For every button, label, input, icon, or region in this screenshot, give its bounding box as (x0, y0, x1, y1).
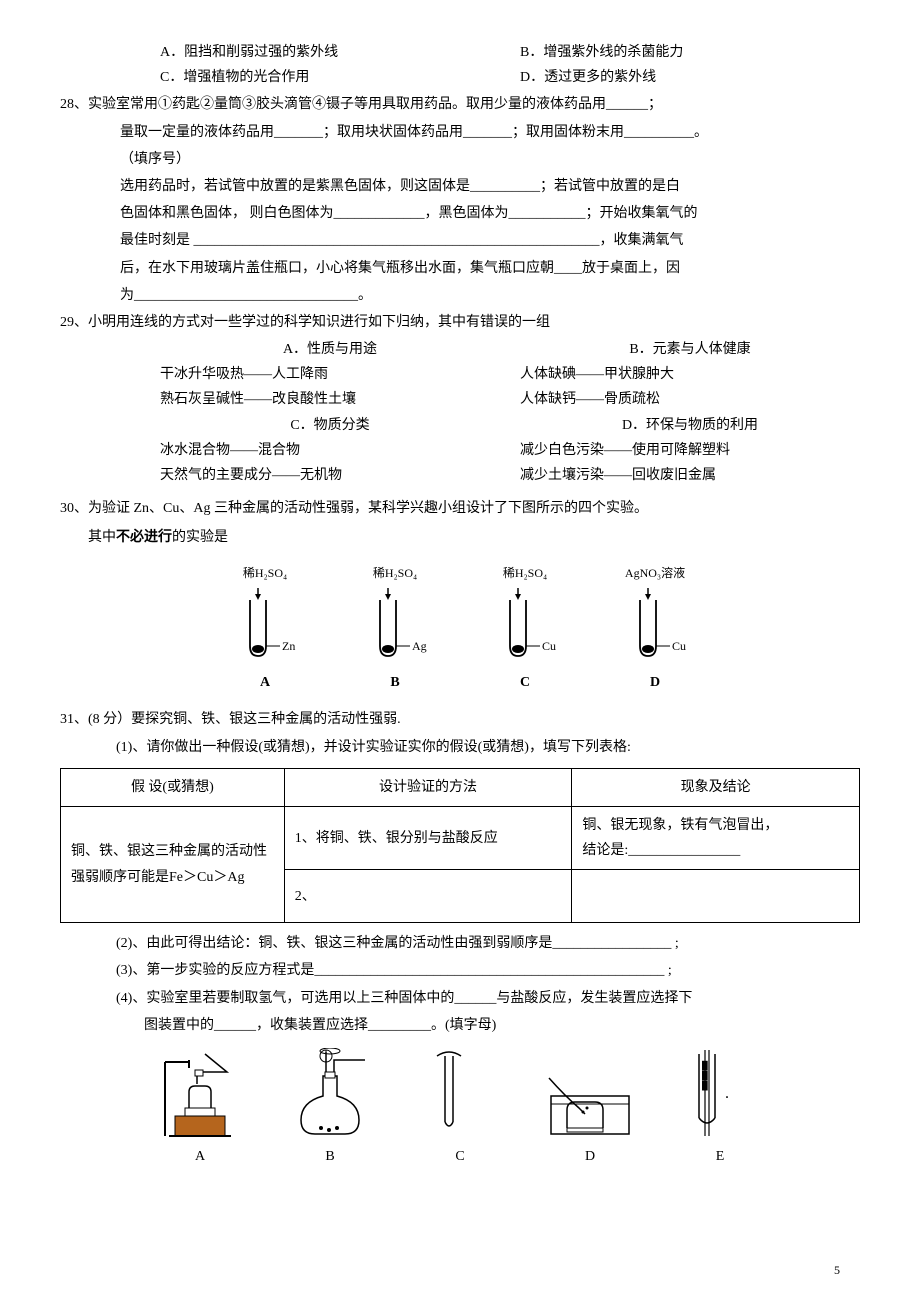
test-tube-icon: Ag (360, 586, 430, 666)
apparatus-label: A (195, 1144, 205, 1169)
q31-th2: 设计验证的方法 (284, 768, 572, 806)
q29-a-1: 干冰升华吸热——人工降雨 (160, 362, 500, 387)
q27-options-row2: C．增强植物的光合作用 D．透过更多的紫外线 (60, 65, 860, 90)
q28-line1: 28、实验室常用①药匙②量筒③胶头滴管④镊子等用具取用药品。取用少量的液体药品用… (60, 92, 860, 117)
q31-sub2: (2)、由此可得出结论：铜、铁、银这三种金属的活动性由强到弱顺序是_______… (60, 931, 860, 956)
q30-line2: 其中不必进行的实验是 (60, 525, 860, 550)
apparatus-icon (155, 1048, 245, 1138)
q31-c3a-text: 铜、银无现象，铁有气泡冒出， (582, 818, 778, 833)
q28-line3: （填序号） (60, 147, 860, 172)
svg-text:.: . (725, 1085, 729, 1102)
svg-text:█: █ (702, 1080, 708, 1091)
tube-top-label: 稀H₂SO₄ (503, 563, 547, 585)
svg-text:Cu: Cu (672, 639, 686, 653)
q28-line2: 量取一定量的液体药品用_______；取用块状固体药品用_______；取用固体… (60, 120, 860, 145)
tube-letter-label: C (520, 670, 530, 695)
q29-body: A．性质与用途 干冰升华吸热——人工降雨 熟石灰呈碱性——改良酸性土壤 C．物质… (60, 337, 860, 488)
q30-line1: 30、为验证 Zn、Cu、Ag 三种金属的活动性强弱，某科学兴趣小组设计了下图所… (60, 496, 860, 521)
q29-b-title: B．元素与人体健康 (520, 337, 860, 362)
q27-opt-a: A．阻挡和削弱过强的紫外线 (160, 40, 500, 65)
q28-line6: 最佳时刻是 __________________________________… (60, 228, 860, 253)
q31-c2b: 2、 (284, 870, 572, 923)
q31-sub3: (3)、第一步实验的反应方程式是________________________… (60, 958, 860, 983)
test-tube-B: 稀H₂SO₄ Ag B (360, 563, 430, 696)
q31-device-row: A B C D ███ .E (60, 1048, 860, 1169)
q28-line4: 选用药品时，若试管中放置的是紫黑色固体，则这固体是__________；若试管中… (60, 174, 860, 199)
q31-sub4: (4)、实验室里若要制取氢气，可选用以上三种固体中的______与盐酸反应，发生… (60, 986, 860, 1011)
apparatus-label: C (455, 1144, 464, 1169)
apparatus-A: A (155, 1048, 245, 1169)
q31-sub4b: 图装置中的______，收集装置应选择_________。(填字母) (60, 1013, 860, 1038)
q29-stem: 29、小明用连线的方式对一些学过的科学知识进行如下归纳，其中有错误的一组 (60, 310, 860, 335)
q31-table: 假 设(或猜想) 设计验证的方法 现象及结论 铜、铁、银这三种金属的活动性强弱顺… (60, 768, 860, 924)
apparatus-E: ███ .E (675, 1048, 765, 1169)
tube-top-label: 稀H₂SO₄ (373, 563, 417, 585)
page-number: 5 (834, 1260, 840, 1282)
apparatus-icon (415, 1048, 505, 1138)
tube-letter-label: A (260, 670, 270, 695)
q31-c3-blank (572, 870, 860, 923)
q29-b-2: 人体缺钙——骨质疏松 (520, 387, 860, 412)
svg-text:Ag: Ag (412, 639, 427, 653)
apparatus-label: B (325, 1144, 334, 1169)
svg-text:█: █ (702, 1070, 708, 1081)
q29-c-2: 天然气的主要成分——无机物 (160, 463, 500, 488)
q31-c2a: 1、将铜、铁、银分别与盐酸反应 (284, 806, 572, 869)
svg-text:█: █ (702, 1060, 708, 1071)
apparatus-B: B (285, 1048, 375, 1169)
tube-top-label: AgNO₃溶液 (625, 563, 685, 585)
q27-opt-c: C．增强植物的光合作用 (160, 65, 500, 90)
apparatus-icon (285, 1048, 375, 1138)
q29-b-1: 人体缺碘——甲状腺肿大 (520, 362, 860, 387)
q29-d-title: D．环保与物质的利用 (520, 413, 860, 438)
q30-diagram-row: 稀H₂SO₄ Zn A 稀H₂SO₄ Ag B 稀H₂SO₄ Cu C AgNO₃溶液 Cu D (60, 563, 860, 696)
q31-c3b-text: 结论是:________________ (582, 843, 740, 858)
q31-sub1: (1)、请你做出一种假设(或猜想)，并设计实验证实你的假设(或猜想)，填写下列表… (60, 735, 860, 760)
q29-a-title: A．性质与用途 (160, 337, 500, 362)
q29-d-2: 减少土壤污染——回收废旧金属 (520, 463, 860, 488)
tube-top-label: 稀H₂SO₄ (243, 563, 287, 585)
svg-text:Zn: Zn (282, 639, 295, 653)
q27-opt-d: D．透过更多的紫外线 (520, 65, 860, 90)
tube-letter-label: D (650, 670, 660, 695)
q28-line5: 色固体和黑色固体， 则白色图体为_____________，黑色固体为_____… (60, 201, 860, 226)
q28-line8: 为________________________________。 (60, 283, 860, 308)
q31-th1: 假 设(或猜想) (61, 768, 285, 806)
apparatus-icon: ███ . (675, 1048, 765, 1138)
q29-a-2: 熟石灰呈碱性——改良酸性土壤 (160, 387, 500, 412)
q31-stem: 31、(8 分）要探究铜、铁、银这三种金属的活动性强弱. (60, 707, 860, 732)
test-tube-A: 稀H₂SO₄ Zn A (230, 563, 300, 696)
apparatus-label: E (716, 1144, 725, 1169)
apparatus-icon (545, 1048, 635, 1138)
test-tube-D: AgNO₃溶液 Cu D (620, 563, 690, 696)
q31-th3: 现象及结论 (572, 768, 860, 806)
test-tube-icon: Cu (490, 586, 560, 666)
q29-c-title: C．物质分类 (160, 413, 500, 438)
test-tube-icon: Cu (620, 586, 690, 666)
tube-letter-label: B (390, 670, 399, 695)
apparatus-D: D (545, 1048, 635, 1169)
q29-d-1: 减少白色污染——使用可降解塑料 (520, 438, 860, 463)
q28-line7: 后，在水下用玻璃片盖住瓶口，小心将集气瓶移出水面，集气瓶口应朝____放于桌面上… (60, 256, 860, 281)
apparatus-C: C (415, 1048, 505, 1169)
q31-c3a: 铜、银无现象，铁有气泡冒出， 结论是:________________ (572, 806, 860, 869)
q27-opt-b: B．增强紫外线的杀菌能力 (520, 40, 860, 65)
apparatus-label: D (585, 1144, 595, 1169)
q31-c1: 铜、铁、银这三种金属的活动性强弱顺序可能是Fe＞Cu＞Ag (61, 806, 285, 922)
test-tube-C: 稀H₂SO₄ Cu C (490, 563, 560, 696)
svg-text:Cu: Cu (542, 639, 556, 653)
test-tube-icon: Zn (230, 586, 300, 666)
q29-c-1: 冰水混合物——混合物 (160, 438, 500, 463)
q27-options-row1: A．阻挡和削弱过强的紫外线 B．增强紫外线的杀菌能力 (60, 40, 860, 65)
